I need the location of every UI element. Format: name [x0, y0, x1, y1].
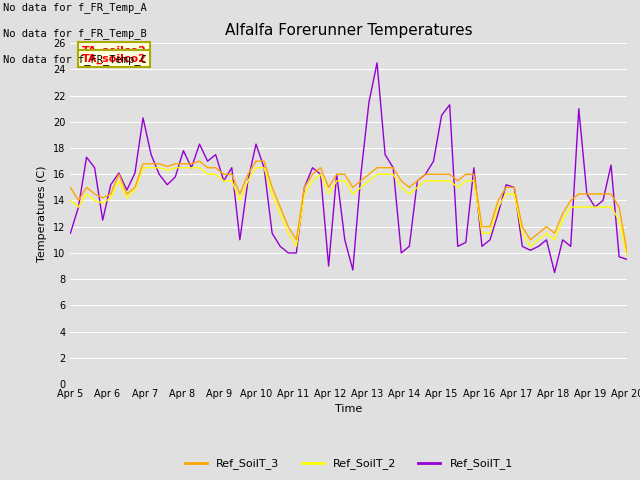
Text: No data for f_FR_Temp_A: No data for f_FR_Temp_A: [3, 1, 147, 12]
Text: No data for f_FR_Temp_C: No data for f_FR_Temp_C: [3, 54, 147, 65]
Text: No data for f_FR_Temp_B: No data for f_FR_Temp_B: [3, 28, 147, 39]
Text: TA_soilco2: TA_soilco2: [81, 53, 147, 64]
Legend: Ref_SoilT_3, Ref_SoilT_2, Ref_SoilT_1: Ref_SoilT_3, Ref_SoilT_2, Ref_SoilT_1: [180, 454, 517, 474]
X-axis label: Time: Time: [335, 405, 362, 414]
Text: TA_soilco2: TA_soilco2: [81, 46, 147, 56]
Title: Alfalfa Forerunner Temperatures: Alfalfa Forerunner Temperatures: [225, 23, 472, 38]
Y-axis label: Temperatures (C): Temperatures (C): [38, 165, 47, 262]
